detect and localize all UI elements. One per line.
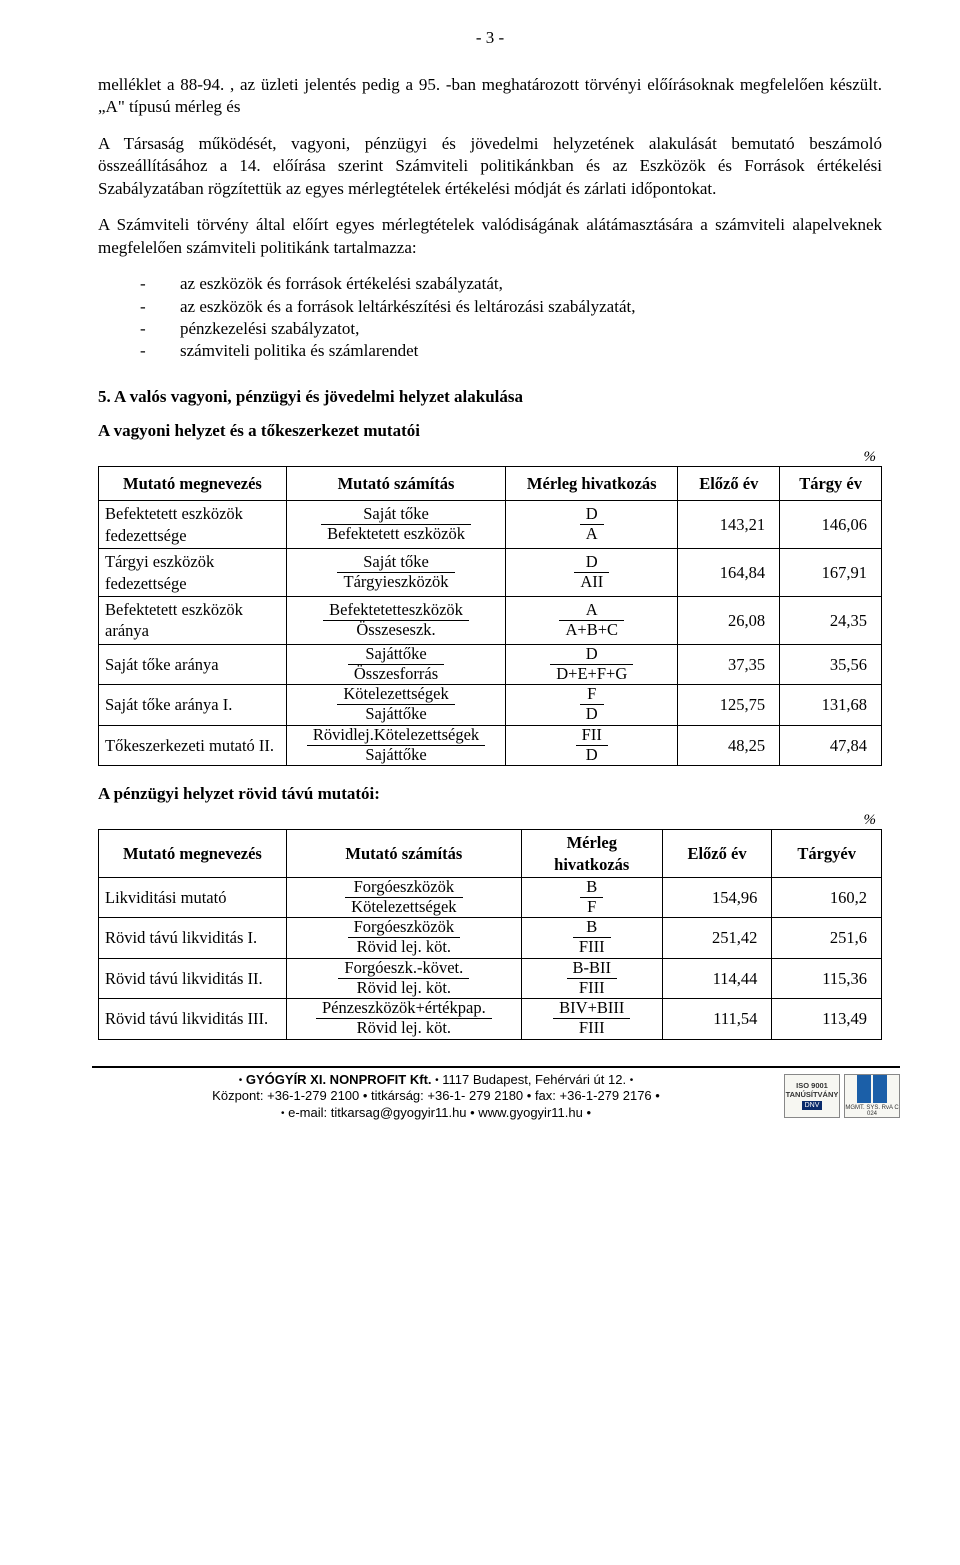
paragraph-2: A Társaság működését, vagyoni, pénzügyi …: [98, 133, 882, 200]
previous-year-value: 37,35: [678, 644, 780, 684]
list-item: az eszközök és a források leltárkészítés…: [140, 296, 882, 318]
footer-address: 1117 Budapest, Fehérvári út 12.: [442, 1072, 626, 1087]
percent-label: %: [98, 449, 876, 466]
previous-year-value: 154,96: [662, 877, 772, 917]
table-row: Likviditási mutatóForgóeszközökKötelezet…: [99, 877, 882, 917]
table-row: Rövid távú likviditás III.Pénzeszközök+é…: [99, 999, 882, 1039]
paragraph-3: A Számviteli törvény által előírt egyes …: [98, 214, 882, 259]
indicator-name: Rövid távú likviditás III.: [99, 999, 287, 1039]
subheading-wealth: A vagyoni helyzet és a tőkeszerkezet mut…: [98, 421, 882, 441]
current-year-value: 24,35: [780, 597, 882, 645]
column-header: Mutató számítás: [286, 830, 521, 878]
indicator-formula: Pénzeszközök+értékpap.Rövid lej. köt.: [286, 999, 521, 1039]
previous-year-value: 143,21: [678, 501, 780, 549]
current-year-value: 146,06: [780, 501, 882, 549]
accreditation-badge-label: MGMT. SYS. RvA C 024: [845, 1105, 899, 1117]
column-header: Mérleg hivatkozás: [521, 830, 662, 878]
current-year-value: 113,49: [772, 999, 882, 1039]
balance-reference: AA+B+C: [506, 597, 678, 645]
table-wealth-indicators: Mutató megnevezésMutató számításMérleg h…: [98, 466, 882, 766]
indicator-name: Saját tőke aránya: [99, 644, 287, 684]
table-row: Tőkeszerkezeti mutató II.Rövidlej.Kötele…: [99, 725, 882, 765]
indicator-name: Befektetett eszközök fedezettsége: [99, 501, 287, 549]
current-year-value: 47,84: [780, 725, 882, 765]
column-header: Tárgy év: [780, 466, 882, 500]
indicator-name: Tárgyi eszközök fedezettsége: [99, 549, 287, 597]
section-heading-5: 5. A valós vagyoni, pénzügyi és jövedelm…: [98, 387, 882, 407]
iso-badge-icon: ISO 9001 TANÚSÍTVÁNY DNV: [784, 1074, 840, 1118]
previous-year-value: 111,54: [662, 999, 772, 1039]
column-header: Mutató számítás: [286, 466, 505, 500]
current-year-value: 251,6: [772, 918, 882, 958]
paragraph-1: melléklet a 88-94. , az üzleti jelentés …: [98, 74, 882, 119]
accreditation-badge-icon: MGMT. SYS. RvA C 024: [844, 1074, 900, 1118]
indicator-formula: BefektetetteszközökÖsszeseszk.: [286, 597, 505, 645]
previous-year-value: 114,44: [662, 958, 772, 998]
balance-reference: BIV+BIIIFIII: [521, 999, 662, 1039]
subheading-liquidity: A pénzügyi helyzet rövid távú mutatói:: [98, 784, 882, 804]
table-row: Befektetett eszközök fedezettségeSaját t…: [99, 501, 882, 549]
table-row: Saját tőke arányaSajáttőkeÖsszesforrásDD…: [99, 644, 882, 684]
indicator-formula: Forgóeszk.-követ.Rövid lej. köt.: [286, 958, 521, 998]
column-header: Mérleg hivatkozás: [506, 466, 678, 500]
table-row: Rövid távú likviditás II.Forgóeszk.-köve…: [99, 958, 882, 998]
page-number: - 3 -: [98, 28, 882, 48]
indicator-name: Befektetett eszközök aránya: [99, 597, 287, 645]
column-header: Tárgyév: [772, 830, 882, 878]
indicator-formula: ForgóeszközökRövid lej. köt.: [286, 918, 521, 958]
previous-year-value: 251,42: [662, 918, 772, 958]
indicator-formula: Saját tőkeTárgyieszközök: [286, 549, 505, 597]
column-header: Előző év: [662, 830, 772, 878]
current-year-value: 115,36: [772, 958, 882, 998]
previous-year-value: 125,75: [678, 685, 780, 725]
previous-year-value: 26,08: [678, 597, 780, 645]
column-header: Előző év: [678, 466, 780, 500]
balance-reference: B-BIIFIII: [521, 958, 662, 998]
page-footer: • GYÓGYÍR XI. NONPROFIT Kft. • 1117 Buda…: [92, 1068, 900, 1145]
list-item: az eszközök és források értékelési szabá…: [140, 273, 882, 295]
footer-contacts: Központ: +36-1-279 2100 • titkárság: +36…: [92, 1088, 780, 1105]
balance-reference: FIID: [506, 725, 678, 765]
column-header: Mutató megnevezés: [99, 466, 287, 500]
indicator-name: Rövid távú likviditás II.: [99, 958, 287, 998]
current-year-value: 35,56: [780, 644, 882, 684]
footer-badges: ISO 9001 TANÚSÍTVÁNY DNV MGMT. SYS. RvA …: [780, 1072, 900, 1118]
balance-reference: FD: [506, 685, 678, 725]
table-liquidity-indicators: Mutató megnevezésMutató számításMérleg h…: [98, 829, 882, 1040]
indicator-name: Rövid távú likviditás I.: [99, 918, 287, 958]
column-header: Mutató megnevezés: [99, 830, 287, 878]
dnv-badge-label: DNV: [802, 1101, 823, 1110]
current-year-value: 167,91: [780, 549, 882, 597]
percent-label: %: [98, 812, 876, 829]
indicator-name: Likviditási mutató: [99, 877, 287, 917]
indicator-formula: SajáttőkeÖsszesforrás: [286, 644, 505, 684]
indicator-formula: Rövidlej.KötelezettségekSajáttőke: [286, 725, 505, 765]
balance-reference: BFIII: [521, 918, 662, 958]
indicator-name: Tőkeszerkezeti mutató II.: [99, 725, 287, 765]
table-row: Tárgyi eszközök fedezettségeSaját tőkeTá…: [99, 549, 882, 597]
balance-reference: BF: [521, 877, 662, 917]
table-row: Saját tőke aránya I.KötelezettségekSaját…: [99, 685, 882, 725]
indicator-formula: KötelezettségekSajáttőke: [286, 685, 505, 725]
indicator-formula: ForgóeszközökKötelezettségek: [286, 877, 521, 917]
footer-company: GYÓGYÍR XI. NONPROFIT Kft.: [246, 1072, 432, 1087]
previous-year-value: 164,84: [678, 549, 780, 597]
list-item: számviteli politika és számlarendet: [140, 340, 882, 362]
iso-badge-label: ISO 9001 TANÚSÍTVÁNY: [785, 1081, 839, 1099]
footer-web: e-mail: titkarsag@gyogyir11.hu • www.gyo…: [288, 1105, 591, 1120]
indicator-name: Saját tőke aránya I.: [99, 685, 287, 725]
bullet-list: az eszközök és források értékelési szabá…: [98, 273, 882, 363]
balance-reference: DD+E+F+G: [506, 644, 678, 684]
footer-text: • GYÓGYÍR XI. NONPROFIT Kft. • 1117 Buda…: [92, 1072, 780, 1123]
current-year-value: 131,68: [780, 685, 882, 725]
previous-year-value: 48,25: [678, 725, 780, 765]
balance-reference: DAII: [506, 549, 678, 597]
table-row: Befektetett eszközök arányaBefektetettes…: [99, 597, 882, 645]
balance-reference: DA: [506, 501, 678, 549]
indicator-formula: Saját tőkeBefektetett eszközök: [286, 501, 505, 549]
table-row: Rövid távú likviditás I.ForgóeszközökRöv…: [99, 918, 882, 958]
list-item: pénzkezelési szabályzatot,: [140, 318, 882, 340]
current-year-value: 160,2: [772, 877, 882, 917]
